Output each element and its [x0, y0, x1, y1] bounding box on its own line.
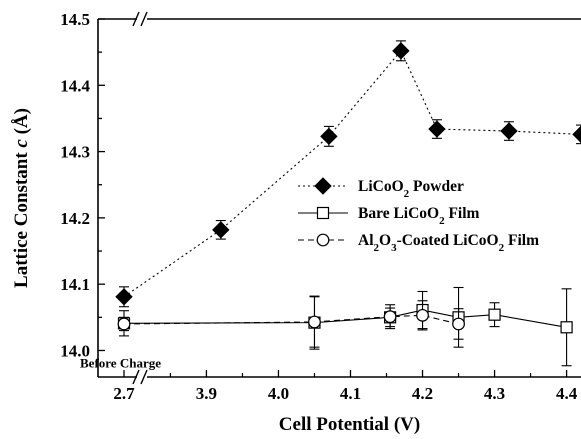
x-tick-label: 4.0	[268, 384, 289, 403]
plot-axes: 14.0 14.1 14.2 14.3 14.4 14.5 2.7 3.9 4.0 4.1 4.2 4…	[60, 10, 581, 403]
data-point	[416, 308, 429, 322]
data-point	[392, 42, 410, 60]
data-point	[115, 288, 133, 306]
annotation-before-charge: Before Charge	[80, 355, 161, 370]
y-tick-label: 14.5	[60, 10, 90, 29]
y-tick-label: 14.0	[60, 341, 90, 360]
x-tick-label: 2.7	[113, 384, 135, 403]
legend-marker	[316, 206, 330, 220]
data-point	[572, 125, 581, 144]
x-axis-title: Cell Potential (V)	[279, 414, 420, 435]
data-point	[320, 127, 338, 146]
legend-label: LiCoO2 Powder	[358, 178, 464, 200]
data-point	[488, 308, 501, 321]
legend-entry-2: Bare LiCoO2 Film	[298, 205, 480, 227]
series-line	[123, 49, 581, 298]
x-tick-label: 4.2	[412, 384, 433, 403]
data-point	[383, 310, 397, 324]
legend-entry-1: LiCoO2 Powder	[298, 177, 464, 200]
legend-entry-3: Al2O3-Coated LiCoO2 Film	[298, 232, 539, 254]
error-bar	[576, 124, 581, 145]
data-point	[308, 315, 321, 329]
legend-label: Bare LiCoO2 Film	[358, 205, 480, 227]
legend-marker	[316, 233, 330, 247]
series-2	[117, 286, 573, 367]
data-point	[212, 221, 230, 239]
legend-marker	[314, 177, 332, 195]
x-tick-label: 4.4	[556, 384, 578, 403]
series-line	[123, 314, 459, 325]
top-axis-break-mark	[132, 11, 148, 27]
data-point	[117, 317, 131, 331]
y-axis-title: Lattice Constant c (Å)	[11, 108, 32, 288]
data-point	[428, 120, 446, 138]
x-axis-break-mark	[132, 369, 148, 385]
data-point	[500, 122, 518, 140]
legend: LiCoO2 Powder Bare LiCoO2 Film Al2O3-Coate…	[298, 177, 539, 254]
data-point	[452, 317, 465, 331]
x-tick-label: 4.3	[484, 384, 505, 403]
y-tick-label: 14.2	[60, 209, 90, 228]
data-point	[560, 321, 573, 334]
series-1	[115, 40, 581, 308]
series-3	[117, 296, 465, 348]
y-tick-label: 14.3	[60, 143, 90, 162]
series-layer	[115, 40, 581, 367]
y-tick-label: 14.4	[60, 76, 90, 95]
x-tick-label: 3.9	[196, 384, 217, 403]
x-tick-label: 4.1	[340, 384, 361, 403]
y-tick-label: 14.1	[60, 275, 90, 294]
legend-label: Al2O3-Coated LiCoO2 Film	[358, 232, 539, 254]
